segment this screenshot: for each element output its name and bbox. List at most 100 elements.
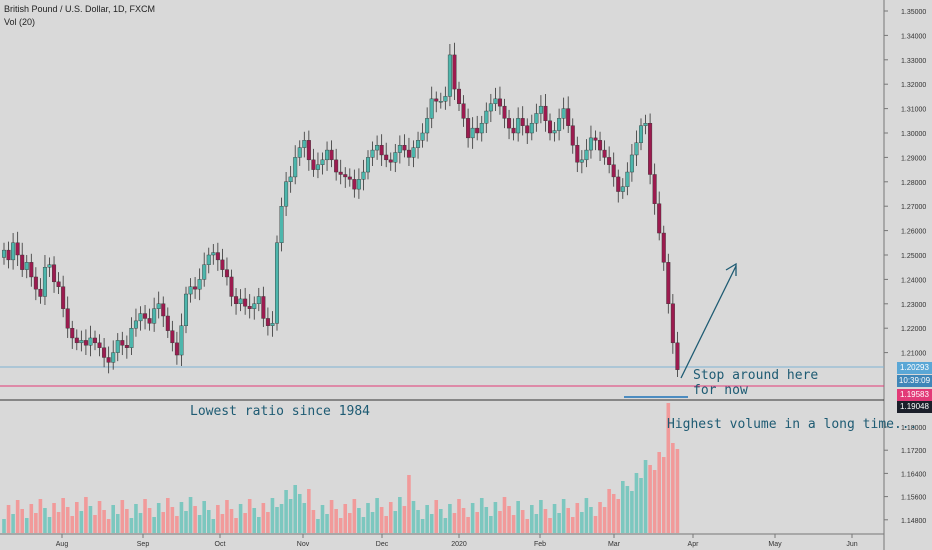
volume-bar bbox=[384, 516, 388, 533]
volume-bar bbox=[302, 503, 307, 533]
candle-body bbox=[2, 249, 6, 258]
candle-body bbox=[538, 105, 543, 114]
volume-bar bbox=[166, 498, 170, 533]
candle-body bbox=[598, 140, 603, 151]
candle-body bbox=[238, 298, 243, 305]
candle-body bbox=[193, 286, 198, 290]
volume-bar bbox=[29, 504, 34, 533]
volume-bar bbox=[652, 470, 657, 533]
volume-bar bbox=[366, 503, 370, 533]
volume-bar bbox=[570, 517, 575, 533]
candle-body bbox=[220, 259, 225, 270]
volume-bar bbox=[479, 498, 484, 533]
candle-body bbox=[388, 159, 393, 163]
candle-body bbox=[270, 323, 275, 326]
candle-body bbox=[620, 186, 625, 192]
volume-bar bbox=[434, 500, 439, 533]
candle-body bbox=[206, 254, 211, 265]
candle-body bbox=[643, 123, 648, 126]
volume-bar bbox=[197, 515, 202, 533]
volume-bar bbox=[193, 506, 197, 533]
volume-bar bbox=[379, 507, 384, 533]
volume-bar bbox=[88, 506, 93, 533]
projection-arrow bbox=[680, 265, 737, 379]
candle-body bbox=[625, 171, 630, 187]
volume-bar bbox=[70, 516, 75, 533]
y-tick-label: 1.17200 bbox=[901, 448, 926, 455]
candle-body bbox=[557, 118, 562, 131]
volume-bar bbox=[188, 497, 193, 533]
volume-bar bbox=[375, 498, 379, 533]
volume-bar bbox=[616, 499, 621, 533]
candle-body bbox=[484, 110, 489, 124]
volume-bar bbox=[398, 497, 402, 533]
volume-bar bbox=[671, 443, 675, 533]
candle-body bbox=[457, 88, 462, 104]
volume-bar bbox=[43, 508, 47, 533]
candle-body bbox=[275, 242, 280, 324]
volume-bar bbox=[475, 512, 479, 533]
volume-bar bbox=[557, 513, 561, 533]
volume-bar bbox=[147, 508, 152, 533]
volume-bar bbox=[129, 518, 134, 533]
candle-body bbox=[6, 249, 11, 261]
volume-bar bbox=[666, 403, 671, 533]
candle-body bbox=[607, 157, 612, 165]
candle-body bbox=[138, 313, 143, 322]
candle-body bbox=[92, 337, 97, 344]
volume-bar bbox=[548, 518, 552, 533]
y-tick-label: 1.18000 bbox=[901, 425, 926, 432]
candle-body bbox=[179, 325, 184, 356]
candle-body bbox=[411, 147, 416, 158]
volume-bar bbox=[489, 516, 493, 533]
candle-body bbox=[470, 127, 475, 139]
volume-bar bbox=[75, 502, 79, 533]
volume-bar bbox=[247, 499, 252, 533]
y-tick-label: 1.27000 bbox=[901, 204, 926, 211]
candle-body bbox=[79, 340, 84, 344]
candle-body bbox=[174, 342, 179, 356]
candle-body bbox=[561, 108, 566, 119]
volume-bar bbox=[370, 512, 375, 533]
candle-body bbox=[124, 345, 129, 348]
volume-bar bbox=[639, 478, 643, 533]
candle-body bbox=[165, 315, 170, 331]
volume-bar bbox=[675, 449, 680, 533]
candle-body bbox=[188, 286, 193, 295]
candle-body bbox=[497, 98, 502, 107]
volume-bar bbox=[625, 486, 630, 533]
volume-bar bbox=[211, 519, 216, 533]
volume-bar bbox=[179, 502, 184, 533]
candle-body bbox=[447, 54, 452, 97]
candle-body bbox=[416, 140, 421, 148]
volume-bar bbox=[493, 502, 498, 533]
volume-bar bbox=[161, 512, 166, 533]
y-tick-label: 1.26000 bbox=[901, 229, 926, 236]
volume-bar bbox=[170, 507, 175, 533]
countdown-tag: 10:39:09 bbox=[897, 375, 932, 387]
candle-body bbox=[434, 98, 439, 102]
candle-body bbox=[52, 264, 57, 283]
candle-body bbox=[170, 330, 175, 344]
candle-body bbox=[616, 176, 621, 192]
y-tick-label: 1.35000 bbox=[901, 9, 926, 16]
candle-body bbox=[507, 118, 512, 129]
candle-body bbox=[502, 105, 507, 119]
candle-body bbox=[352, 179, 357, 190]
volume-bar bbox=[61, 498, 65, 533]
volume-bar bbox=[220, 514, 225, 533]
volume-bar bbox=[425, 505, 429, 533]
candle-body bbox=[570, 125, 575, 146]
volume-bar bbox=[352, 499, 357, 533]
candle-body bbox=[152, 308, 157, 324]
volume-bar bbox=[284, 490, 288, 533]
candle-body bbox=[488, 103, 493, 112]
candle-body bbox=[284, 181, 289, 207]
candle-body bbox=[147, 318, 152, 324]
volume-bar bbox=[598, 502, 602, 533]
candle-body bbox=[670, 303, 675, 344]
last-price-tag: 1.20293 bbox=[897, 362, 932, 374]
volume-bar bbox=[621, 481, 625, 533]
candle-body bbox=[675, 342, 680, 370]
